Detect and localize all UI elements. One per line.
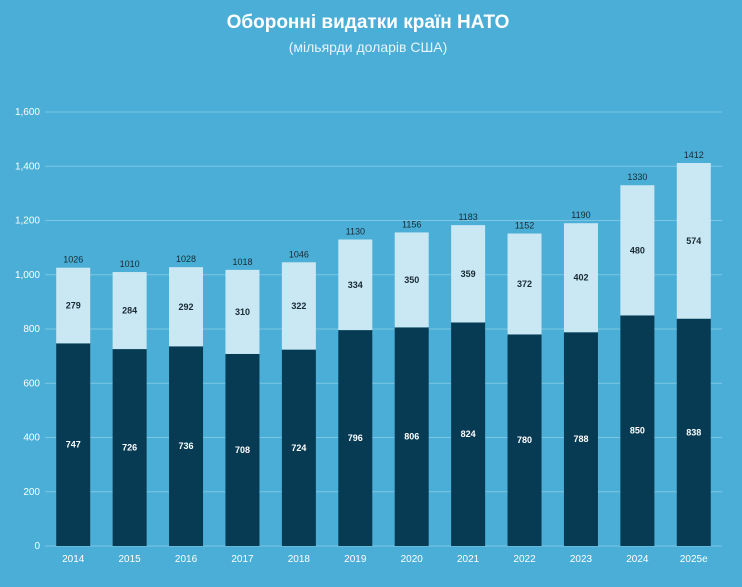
x-tick-label: 2016 bbox=[175, 554, 198, 565]
x-tick-label: 2017 bbox=[231, 554, 254, 565]
bar-total-label: 1330 bbox=[627, 172, 647, 182]
chart-title: Оборонні видатки країн НАТО bbox=[227, 12, 510, 33]
bar-total-label: 1028 bbox=[176, 254, 196, 264]
bar-lower-label: 780 bbox=[517, 435, 532, 445]
bar-upper-label: 402 bbox=[573, 273, 588, 283]
bar-upper bbox=[563, 223, 598, 333]
bar-upper bbox=[451, 225, 486, 323]
chart-subtitle: (мільярди доларів США) bbox=[289, 39, 448, 55]
bar-upper-label: 284 bbox=[122, 306, 137, 316]
bar-upper bbox=[620, 185, 655, 316]
bar-lower-label: 747 bbox=[66, 440, 81, 450]
bar-lower bbox=[112, 349, 147, 546]
x-tick-label: 2025e bbox=[680, 554, 708, 565]
bar-upper bbox=[394, 232, 429, 328]
bar-lower-label: 708 bbox=[235, 445, 250, 455]
y-tick-label: 1,600 bbox=[15, 107, 40, 118]
bars: 747 279 1026 726 284 1010 736 292 1028 708 310 1018… bbox=[56, 150, 711, 546]
bar-lower bbox=[451, 322, 486, 546]
bar-total-label: 1190 bbox=[571, 210, 590, 220]
x-axis: 2014 2015 2016 2017 2018 2019 2020 2021 2022 2023… bbox=[62, 554, 708, 565]
x-tick-label: 2015 bbox=[119, 554, 142, 565]
bar-total-label: 1183 bbox=[458, 212, 477, 222]
bar-lower bbox=[394, 327, 429, 546]
bar-lower bbox=[338, 330, 373, 546]
bar-total-label: 1130 bbox=[346, 226, 365, 236]
x-tick-label: 2019 bbox=[344, 554, 367, 565]
y-tick-label: 600 bbox=[23, 378, 40, 389]
grid bbox=[45, 111, 722, 547]
bar-total-label: 1026 bbox=[63, 255, 83, 265]
bar-lower bbox=[169, 346, 204, 546]
bar-upper bbox=[56, 267, 91, 344]
x-tick-label: 2014 bbox=[62, 554, 85, 565]
bar-lower-label: 838 bbox=[686, 427, 701, 437]
bar-upper bbox=[338, 239, 373, 331]
bar-lower bbox=[56, 343, 91, 546]
bar-upper-label: 322 bbox=[291, 301, 306, 311]
bar-total-label: 1010 bbox=[120, 259, 140, 269]
bar-upper-label: 574 bbox=[686, 236, 701, 246]
bar-lower bbox=[281, 349, 316, 546]
y-tick-label: 1,200 bbox=[15, 216, 40, 227]
y-tick-label: 0 bbox=[34, 541, 40, 552]
y-tick-label: 400 bbox=[23, 433, 40, 444]
bar-upper bbox=[676, 162, 711, 319]
bar-lower bbox=[225, 353, 260, 546]
bar-upper-label: 279 bbox=[66, 301, 81, 311]
x-tick-label: 2023 bbox=[570, 554, 593, 565]
bar-lower-label: 850 bbox=[630, 426, 645, 436]
x-tick-label: 2018 bbox=[288, 554, 311, 565]
bar-upper-label: 292 bbox=[179, 302, 194, 312]
bar-upper bbox=[507, 233, 542, 335]
bar-total-label: 1152 bbox=[515, 221, 534, 231]
bar-upper-label: 359 bbox=[461, 269, 476, 279]
bar-total-label: 1046 bbox=[289, 249, 309, 259]
bar-upper-label: 334 bbox=[348, 280, 363, 290]
bar-lower-label: 726 bbox=[122, 443, 137, 453]
bar-upper bbox=[281, 262, 316, 350]
bar-lower-label: 736 bbox=[179, 441, 194, 451]
bar-upper bbox=[225, 269, 260, 354]
bar-lower bbox=[676, 318, 711, 546]
bar-upper-label: 310 bbox=[235, 307, 250, 317]
bar-upper-label: 372 bbox=[517, 279, 532, 289]
bar-lower bbox=[620, 315, 655, 546]
bar-total-label: 1018 bbox=[232, 257, 252, 267]
bar-lower-label: 806 bbox=[404, 432, 419, 442]
y-axis: 0 200 400 600 800 1,000 1,200 1,400 1,600 bbox=[15, 107, 40, 552]
y-tick-label: 1,400 bbox=[15, 161, 40, 172]
bar-lower-label: 824 bbox=[461, 429, 476, 439]
y-tick-label: 200 bbox=[23, 487, 40, 498]
bar-upper bbox=[169, 267, 204, 347]
bar-upper bbox=[112, 272, 147, 350]
bar-total-label: 1156 bbox=[402, 219, 421, 229]
bar-lower-label: 724 bbox=[291, 443, 306, 453]
bar-lower-label: 788 bbox=[573, 434, 588, 444]
bar-lower bbox=[563, 332, 598, 546]
bar-upper-label: 350 bbox=[404, 275, 419, 285]
y-tick-label: 800 bbox=[23, 324, 40, 335]
x-tick-label: 2020 bbox=[401, 554, 424, 565]
bar-lower-label: 796 bbox=[348, 433, 363, 443]
x-tick-label: 2021 bbox=[457, 554, 480, 565]
x-tick-label: 2022 bbox=[513, 554, 536, 565]
bar-total-label: 1412 bbox=[684, 150, 704, 160]
x-tick-label: 2024 bbox=[626, 554, 649, 565]
y-tick-label: 1,000 bbox=[15, 270, 40, 281]
bar-lower bbox=[507, 334, 542, 546]
bar-upper-label: 480 bbox=[630, 245, 645, 255]
